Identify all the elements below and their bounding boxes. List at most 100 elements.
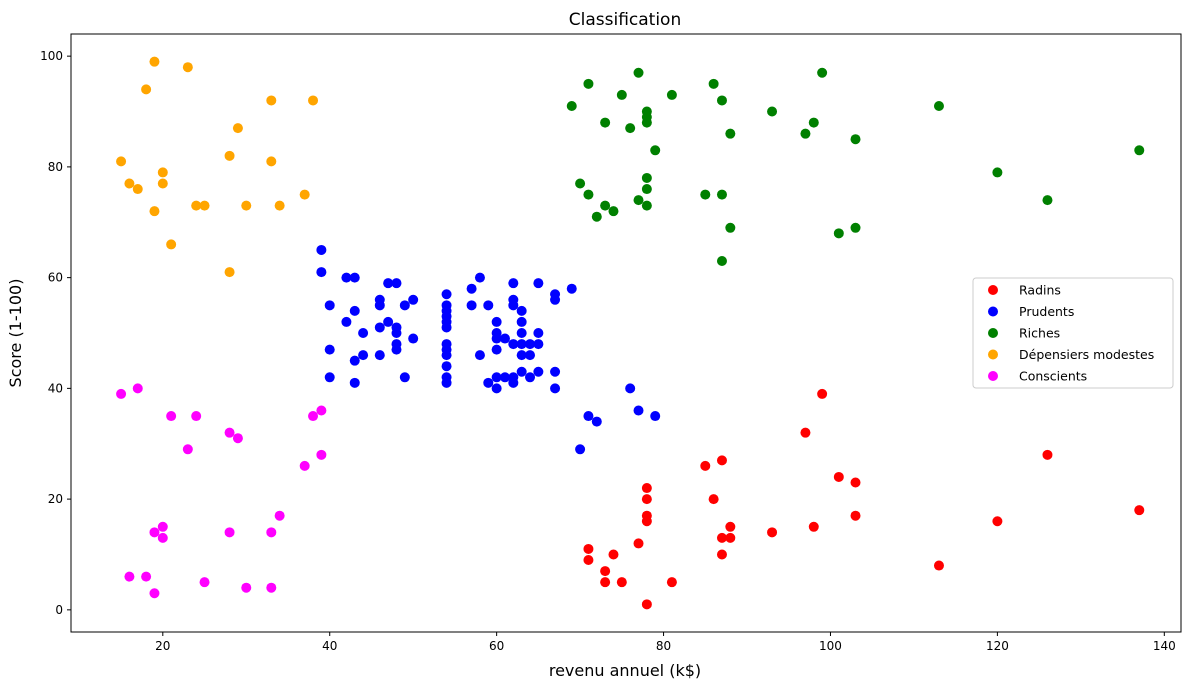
- data-point: [666, 89, 677, 100]
- data-point: [508, 278, 519, 289]
- data-point: [466, 283, 477, 294]
- data-point: [625, 123, 636, 134]
- data-point: [491, 372, 502, 383]
- series-1: [316, 244, 661, 455]
- data-point: [850, 222, 861, 233]
- data-point: [800, 128, 811, 139]
- data-point: [274, 200, 285, 211]
- data-point: [992, 167, 1003, 178]
- data-point: [308, 95, 319, 106]
- data-point: [1042, 195, 1053, 206]
- data-point: [833, 471, 844, 482]
- data-point: [641, 599, 652, 610]
- x-axis-label: revenu annuel (k$): [549, 661, 701, 680]
- data-point: [600, 200, 611, 211]
- legend-entry: Radins: [1019, 283, 1061, 298]
- data-point: [808, 117, 819, 128]
- series-4: [116, 383, 327, 599]
- data-point: [141, 84, 152, 95]
- data-point: [583, 411, 594, 422]
- data-point: [1134, 145, 1145, 156]
- data-point: [800, 427, 811, 438]
- data-point: [583, 555, 594, 566]
- data-point: [199, 577, 210, 588]
- data-point: [1042, 449, 1053, 460]
- data-point: [641, 494, 652, 505]
- data-point: [383, 278, 394, 289]
- data-point: [316, 244, 327, 255]
- data-point: [716, 256, 727, 267]
- data-point: [992, 516, 1003, 527]
- data-point: [591, 211, 602, 222]
- data-point: [516, 316, 527, 327]
- y-tick-label: 40: [48, 381, 63, 395]
- data-point: [716, 189, 727, 200]
- data-point: [600, 577, 611, 588]
- data-point: [641, 516, 652, 527]
- x-tick-label: 100: [819, 639, 842, 653]
- y-tick-label: 20: [48, 492, 63, 506]
- data-point: [358, 350, 369, 361]
- data-point: [441, 322, 452, 333]
- data-point: [116, 388, 127, 399]
- data-point: [725, 222, 736, 233]
- data-point: [716, 455, 727, 466]
- data-point: [575, 444, 586, 455]
- data-point: [441, 361, 452, 372]
- data-point: [516, 350, 527, 361]
- data-point: [124, 571, 135, 582]
- data-point: [633, 195, 644, 206]
- data-point: [633, 67, 644, 78]
- data-point: [374, 350, 385, 361]
- legend-marker: [988, 328, 998, 338]
- data-point: [491, 383, 502, 394]
- data-point: [583, 543, 594, 554]
- data-point: [224, 427, 235, 438]
- data-point: [616, 89, 627, 100]
- data-point: [641, 200, 652, 211]
- y-tick-label: 80: [48, 160, 63, 174]
- data-point: [725, 128, 736, 139]
- data-point: [324, 372, 335, 383]
- data-point: [633, 538, 644, 549]
- data-point: [232, 433, 243, 444]
- data-point: [408, 333, 419, 344]
- y-tick-label: 60: [48, 271, 63, 285]
- legend-entry: Riches: [1019, 326, 1060, 341]
- data-point: [224, 267, 235, 278]
- data-point: [716, 532, 727, 543]
- legend: Radins Prudents Riches Dépensiers modestes C…: [972, 277, 1174, 389]
- data-point: [232, 123, 243, 134]
- data-point: [141, 571, 152, 582]
- data-point: [566, 100, 577, 111]
- data-point: [182, 444, 193, 455]
- chart-title: Classification: [569, 10, 681, 30]
- data-point: [124, 178, 135, 189]
- data-point: [583, 78, 594, 89]
- data-point: [224, 150, 235, 161]
- data-point: [641, 117, 652, 128]
- data-point: [633, 405, 644, 416]
- data-point: [708, 494, 719, 505]
- data-point: [525, 372, 536, 383]
- data-point: [767, 527, 778, 538]
- data-point: [316, 267, 327, 278]
- data-point: [499, 372, 510, 383]
- axis-ticks: 20 40 60 80 100 120 140 0 20 40 60 80 100: [40, 49, 1176, 653]
- data-points: [116, 56, 1145, 610]
- legend-marker: [988, 285, 998, 295]
- data-point: [441, 350, 452, 361]
- data-point: [491, 316, 502, 327]
- data-point: [525, 339, 536, 350]
- data-point: [641, 172, 652, 183]
- data-point: [383, 316, 394, 327]
- data-point: [550, 294, 561, 305]
- data-point: [441, 377, 452, 388]
- data-point: [199, 200, 210, 211]
- data-point: [274, 510, 285, 521]
- data-point: [349, 377, 360, 388]
- data-point: [716, 549, 727, 560]
- data-point: [491, 344, 502, 355]
- data-point: [725, 521, 736, 532]
- data-point: [132, 184, 143, 195]
